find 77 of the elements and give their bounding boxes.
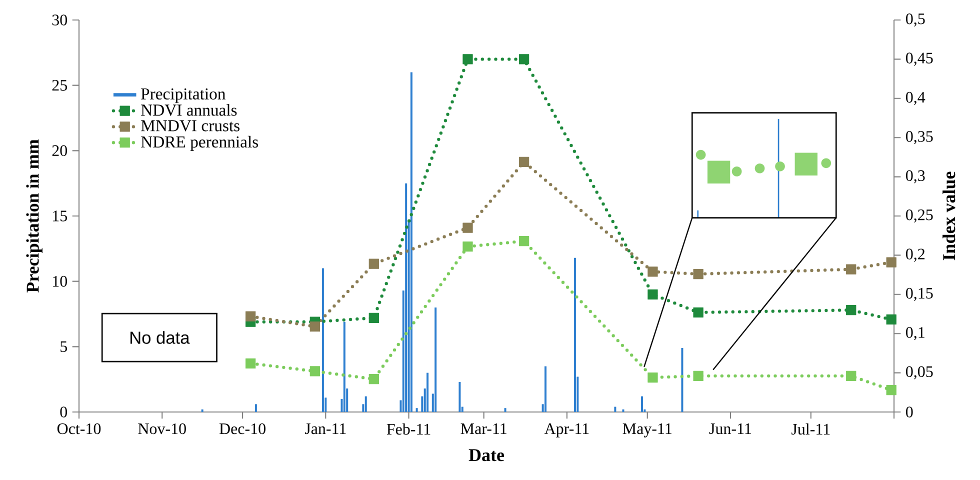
bar <box>364 396 367 412</box>
bar <box>426 372 429 412</box>
bar <box>681 348 684 412</box>
x-tick-label: Jun-11 <box>709 423 751 434</box>
point <box>518 236 530 246</box>
y2-tick-label: 0,2 <box>906 248 924 262</box>
point <box>310 321 320 332</box>
bar <box>343 322 346 412</box>
y-tick-label: 25 <box>52 80 68 91</box>
legend-label: MNDVI crusts <box>141 120 240 132</box>
point <box>368 312 379 323</box>
bar <box>544 366 546 412</box>
y2-tick-label: 0,25 <box>906 209 933 223</box>
x-tick-label: Jan-11 <box>304 423 346 434</box>
y-tick-label: 30 <box>52 14 68 26</box>
point <box>846 305 856 316</box>
point <box>462 222 473 233</box>
y2-tick-label: 0,5 <box>906 13 925 27</box>
bar <box>574 258 576 412</box>
x-tick-label: Nov-10 <box>138 423 186 434</box>
bar <box>416 408 418 412</box>
y2-tick-label: 0,4 <box>906 92 926 105</box>
y2-axis-title: Index value <box>942 172 956 260</box>
point <box>648 372 658 383</box>
bar <box>201 409 204 412</box>
point <box>462 54 473 64</box>
bar <box>254 404 257 412</box>
point <box>518 54 530 64</box>
x-tick-label: Jul-11 <box>792 423 830 435</box>
y-tick-label: 5 <box>60 341 68 352</box>
point <box>693 370 704 382</box>
y-tick-label: 0 <box>60 406 68 418</box>
y-tick-label: 15 <box>53 210 68 222</box>
bar <box>458 382 461 412</box>
y2-tick-label: 0 <box>906 406 913 418</box>
point <box>648 266 658 277</box>
bar <box>405 183 408 412</box>
y2-tick-label: 0,3 <box>906 170 925 184</box>
point <box>693 268 704 280</box>
point <box>886 314 896 325</box>
x-tick-label: May-11 <box>622 423 672 438</box>
point <box>846 370 856 382</box>
point <box>846 264 856 274</box>
y2-tick-label: 0,05 <box>906 366 933 380</box>
y-tick-label: 10 <box>53 276 68 287</box>
x-tick-label: Mar-11 <box>460 423 506 434</box>
y2-tick-label: 0,35 <box>906 131 933 144</box>
point <box>246 358 256 368</box>
bar <box>410 72 412 412</box>
point <box>648 289 658 300</box>
y2-tick-label: 0,1 <box>906 327 924 340</box>
point <box>310 366 320 376</box>
bar <box>622 409 624 412</box>
x-tick-label: Oct-10 <box>57 423 101 434</box>
point <box>693 307 704 318</box>
x-tick-label: Dec-10 <box>219 423 266 434</box>
x-tick-label: Feb-11 <box>386 423 430 435</box>
point <box>462 242 473 252</box>
x-axis-title: Date <box>468 449 504 462</box>
point <box>368 374 379 384</box>
point <box>246 311 256 322</box>
y-axis-title: Precipitation in mm <box>26 139 42 293</box>
legend-label: NDRE perennials <box>141 136 258 151</box>
point <box>368 258 379 269</box>
bar <box>434 307 437 412</box>
y-tick-label: 20 <box>52 145 68 156</box>
annotation: No data <box>130 331 190 344</box>
y2-tick-label: 0,15 <box>906 288 933 301</box>
bar <box>504 408 506 412</box>
x-tick-label: Apr-11 <box>544 423 589 438</box>
point <box>886 257 896 268</box>
y2-tick-label: 0,45 <box>906 52 933 66</box>
legend-label: NDVI annuals <box>141 104 237 116</box>
legend-label: Precipitation <box>141 88 226 103</box>
point <box>886 384 896 396</box>
point <box>518 156 530 167</box>
bar <box>614 406 616 412</box>
